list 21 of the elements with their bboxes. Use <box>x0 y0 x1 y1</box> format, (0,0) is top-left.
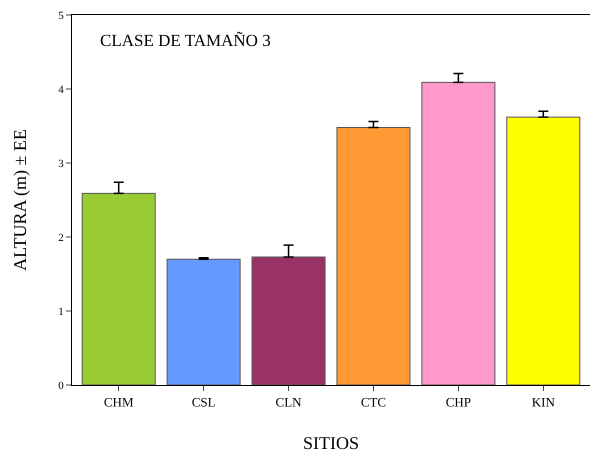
y-tick-label: 1 <box>58 306 64 318</box>
x-tick-label: CSL <box>192 394 216 410</box>
x-tick-label: CHM <box>104 394 134 410</box>
bar <box>506 116 580 385</box>
x-axis-title: SITIOS <box>302 433 360 453</box>
annotation: CLASE DE TAMAÑO 3 <box>100 31 271 50</box>
y-tick-label: 4 <box>58 84 64 96</box>
bar <box>166 258 241 385</box>
y-tick-label: 5 <box>58 10 64 22</box>
x-tick-label: KIN <box>532 394 556 410</box>
bar <box>82 192 156 385</box>
x-tick-label: CTC <box>360 394 386 410</box>
bar <box>336 126 410 385</box>
x-tick-label: CHP <box>446 394 472 410</box>
x-tick-label: CLN <box>276 394 302 410</box>
y-axis-title: ALTURA (m) ± EE <box>10 129 30 271</box>
bar <box>252 256 326 385</box>
bar <box>421 82 496 385</box>
y-tick-label: 2 <box>58 232 64 244</box>
y-tick-label: 0 <box>58 380 64 392</box>
y-tick-label: 3 <box>58 158 64 170</box>
